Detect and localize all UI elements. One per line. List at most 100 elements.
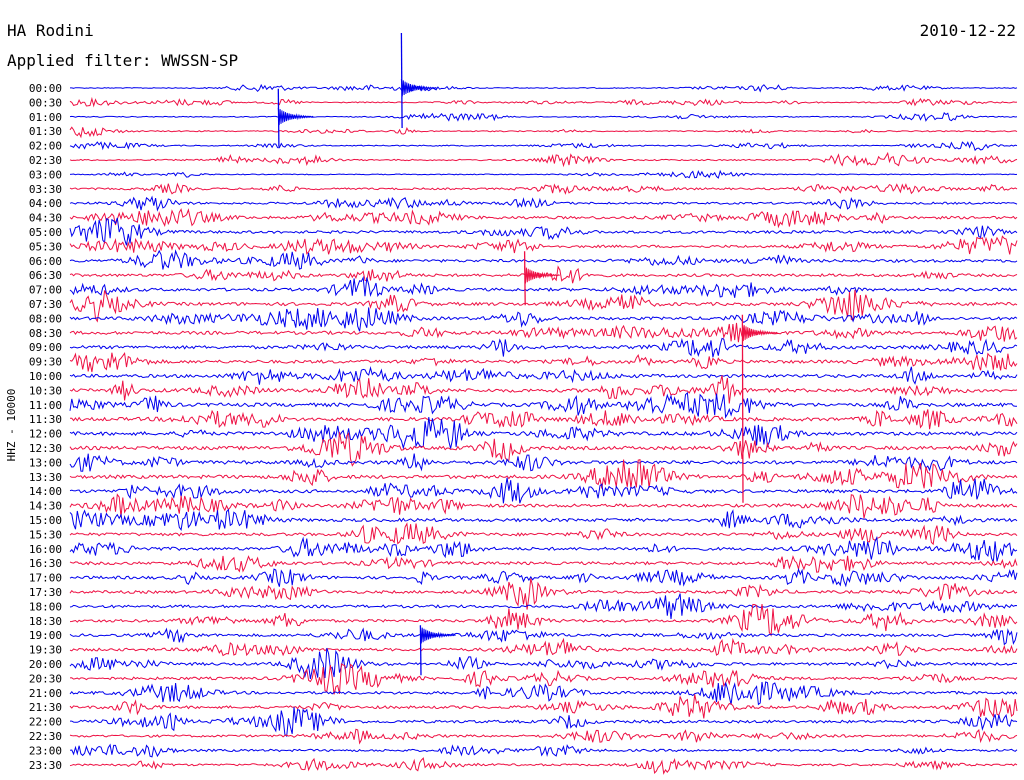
- trace-line: [69, 493, 1018, 519]
- trace-line: [69, 743, 1018, 758]
- time-tick-label: 17:30: [29, 586, 62, 599]
- trace-line: [69, 663, 1018, 695]
- time-tick-label: 23:00: [29, 744, 62, 757]
- time-tick-label: 06:30: [29, 269, 62, 282]
- time-tick-label: 03:30: [29, 183, 62, 196]
- trace-line: [70, 707, 1018, 738]
- time-tick-label: 19:00: [29, 629, 62, 642]
- time-tick-label: 07:30: [29, 298, 62, 311]
- record-date: 2010-12-22: [919, 21, 1016, 40]
- time-tick-label: 23:30: [29, 759, 62, 772]
- trace-line: [69, 275, 1018, 298]
- time-tick-label: 01:30: [29, 125, 62, 138]
- trace-line: [69, 627, 1018, 646]
- trace-line: [69, 458, 1018, 489]
- trace-line: [69, 391, 1017, 419]
- trace-line: [69, 235, 1018, 255]
- time-tick-label: 13:30: [29, 471, 62, 484]
- channel-label: HHZ - 10000: [5, 389, 18, 462]
- time-tick-label: 16:30: [29, 557, 62, 570]
- time-tick-label: 10:00: [29, 370, 62, 383]
- trace-line: [69, 337, 1018, 358]
- event-spike: [741, 314, 744, 503]
- trace-line: [69, 208, 1018, 229]
- trace-line: [69, 195, 1018, 212]
- time-tick-label: 18:00: [29, 600, 62, 613]
- trace-line: [69, 375, 1018, 404]
- time-tick-label: 15:00: [29, 514, 62, 527]
- time-tick-label: 03:00: [29, 168, 62, 181]
- filter-label: Applied filter: WWSSN-SP: [7, 51, 239, 70]
- trace-line: [69, 307, 1018, 332]
- time-tick-label: 10:30: [29, 384, 62, 397]
- trace-line: [69, 647, 1018, 679]
- time-tick-label: 04:30: [29, 212, 62, 225]
- time-tick-label: 00:00: [29, 82, 62, 95]
- trace-line: [69, 453, 1018, 472]
- event-coda: [741, 323, 778, 342]
- time-tick-label: 15:30: [29, 528, 62, 541]
- time-tick-label: 07:00: [29, 284, 62, 297]
- event-coda: [400, 78, 437, 97]
- time-tick-label: 02:30: [29, 154, 62, 167]
- time-tick-label: 09:00: [29, 341, 62, 354]
- trace-line: [70, 83, 1018, 93]
- time-tick-label: 12:30: [29, 442, 62, 455]
- time-tick-label: 02:00: [29, 140, 62, 153]
- trace-line: [69, 728, 1018, 745]
- trace-line: [69, 351, 1018, 373]
- event-coda: [277, 107, 314, 126]
- time-tick-label: 00:30: [29, 96, 62, 109]
- trace-line: [69, 535, 1018, 563]
- time-tick-label: 20:30: [29, 672, 62, 685]
- time-tick-label: 08:30: [29, 327, 62, 340]
- trace-line: [69, 757, 1018, 775]
- time-tick-label: 19:30: [29, 644, 62, 657]
- trace-line: [69, 637, 1018, 657]
- trace-line: [69, 249, 1018, 270]
- trace-line: [69, 508, 1018, 531]
- time-tick-label: 13:00: [29, 456, 62, 469]
- trace-line: [69, 151, 1018, 168]
- event-coda: [419, 626, 456, 644]
- trace-line: [69, 217, 1018, 246]
- time-tick-label: 20:00: [29, 658, 62, 671]
- time-tick-label: 04:00: [29, 197, 62, 210]
- time-tick-label: 09:30: [29, 356, 62, 369]
- trace-line: [69, 603, 1018, 637]
- trace-line: [69, 694, 1018, 719]
- time-tick-label: 01:00: [29, 111, 62, 124]
- trace-line: [69, 322, 1018, 343]
- trace-line: [69, 182, 1018, 195]
- trace-line: [69, 112, 1018, 122]
- trace-line: [69, 169, 1018, 179]
- trace-line: [69, 567, 1018, 588]
- time-tick-label: 18:30: [29, 615, 62, 628]
- trace-line: [69, 578, 1018, 610]
- time-tick-label: 11:30: [29, 413, 62, 426]
- time-tick-label: 12:00: [29, 428, 62, 441]
- trace-line: [69, 126, 1018, 139]
- trace-line: [69, 431, 1018, 467]
- time-tick-label: 14:00: [29, 485, 62, 498]
- time-tick-label: 08:00: [29, 312, 62, 325]
- trace-line: [69, 96, 1018, 108]
- trace-line: [69, 416, 1018, 450]
- time-tick-label: 21:00: [29, 687, 62, 700]
- trace-line: [69, 555, 1018, 573]
- time-tick-label: 16:00: [29, 543, 62, 556]
- trace-line: [69, 593, 1018, 620]
- event-coda: [524, 266, 561, 284]
- trace-line: [69, 477, 1018, 504]
- time-tick-label: 17:00: [29, 572, 62, 585]
- time-tick-label: 05:30: [29, 240, 62, 253]
- time-tick-label: 21:30: [29, 701, 62, 714]
- time-tick-label: 22:00: [29, 716, 62, 729]
- trace-line: [69, 140, 1018, 152]
- time-tick-label: 11:00: [29, 399, 62, 412]
- trace-line: [69, 289, 1018, 323]
- trace-line: [70, 409, 1018, 430]
- station-title: HA Rodini: [7, 21, 94, 40]
- time-tick-label: 14:30: [29, 500, 62, 513]
